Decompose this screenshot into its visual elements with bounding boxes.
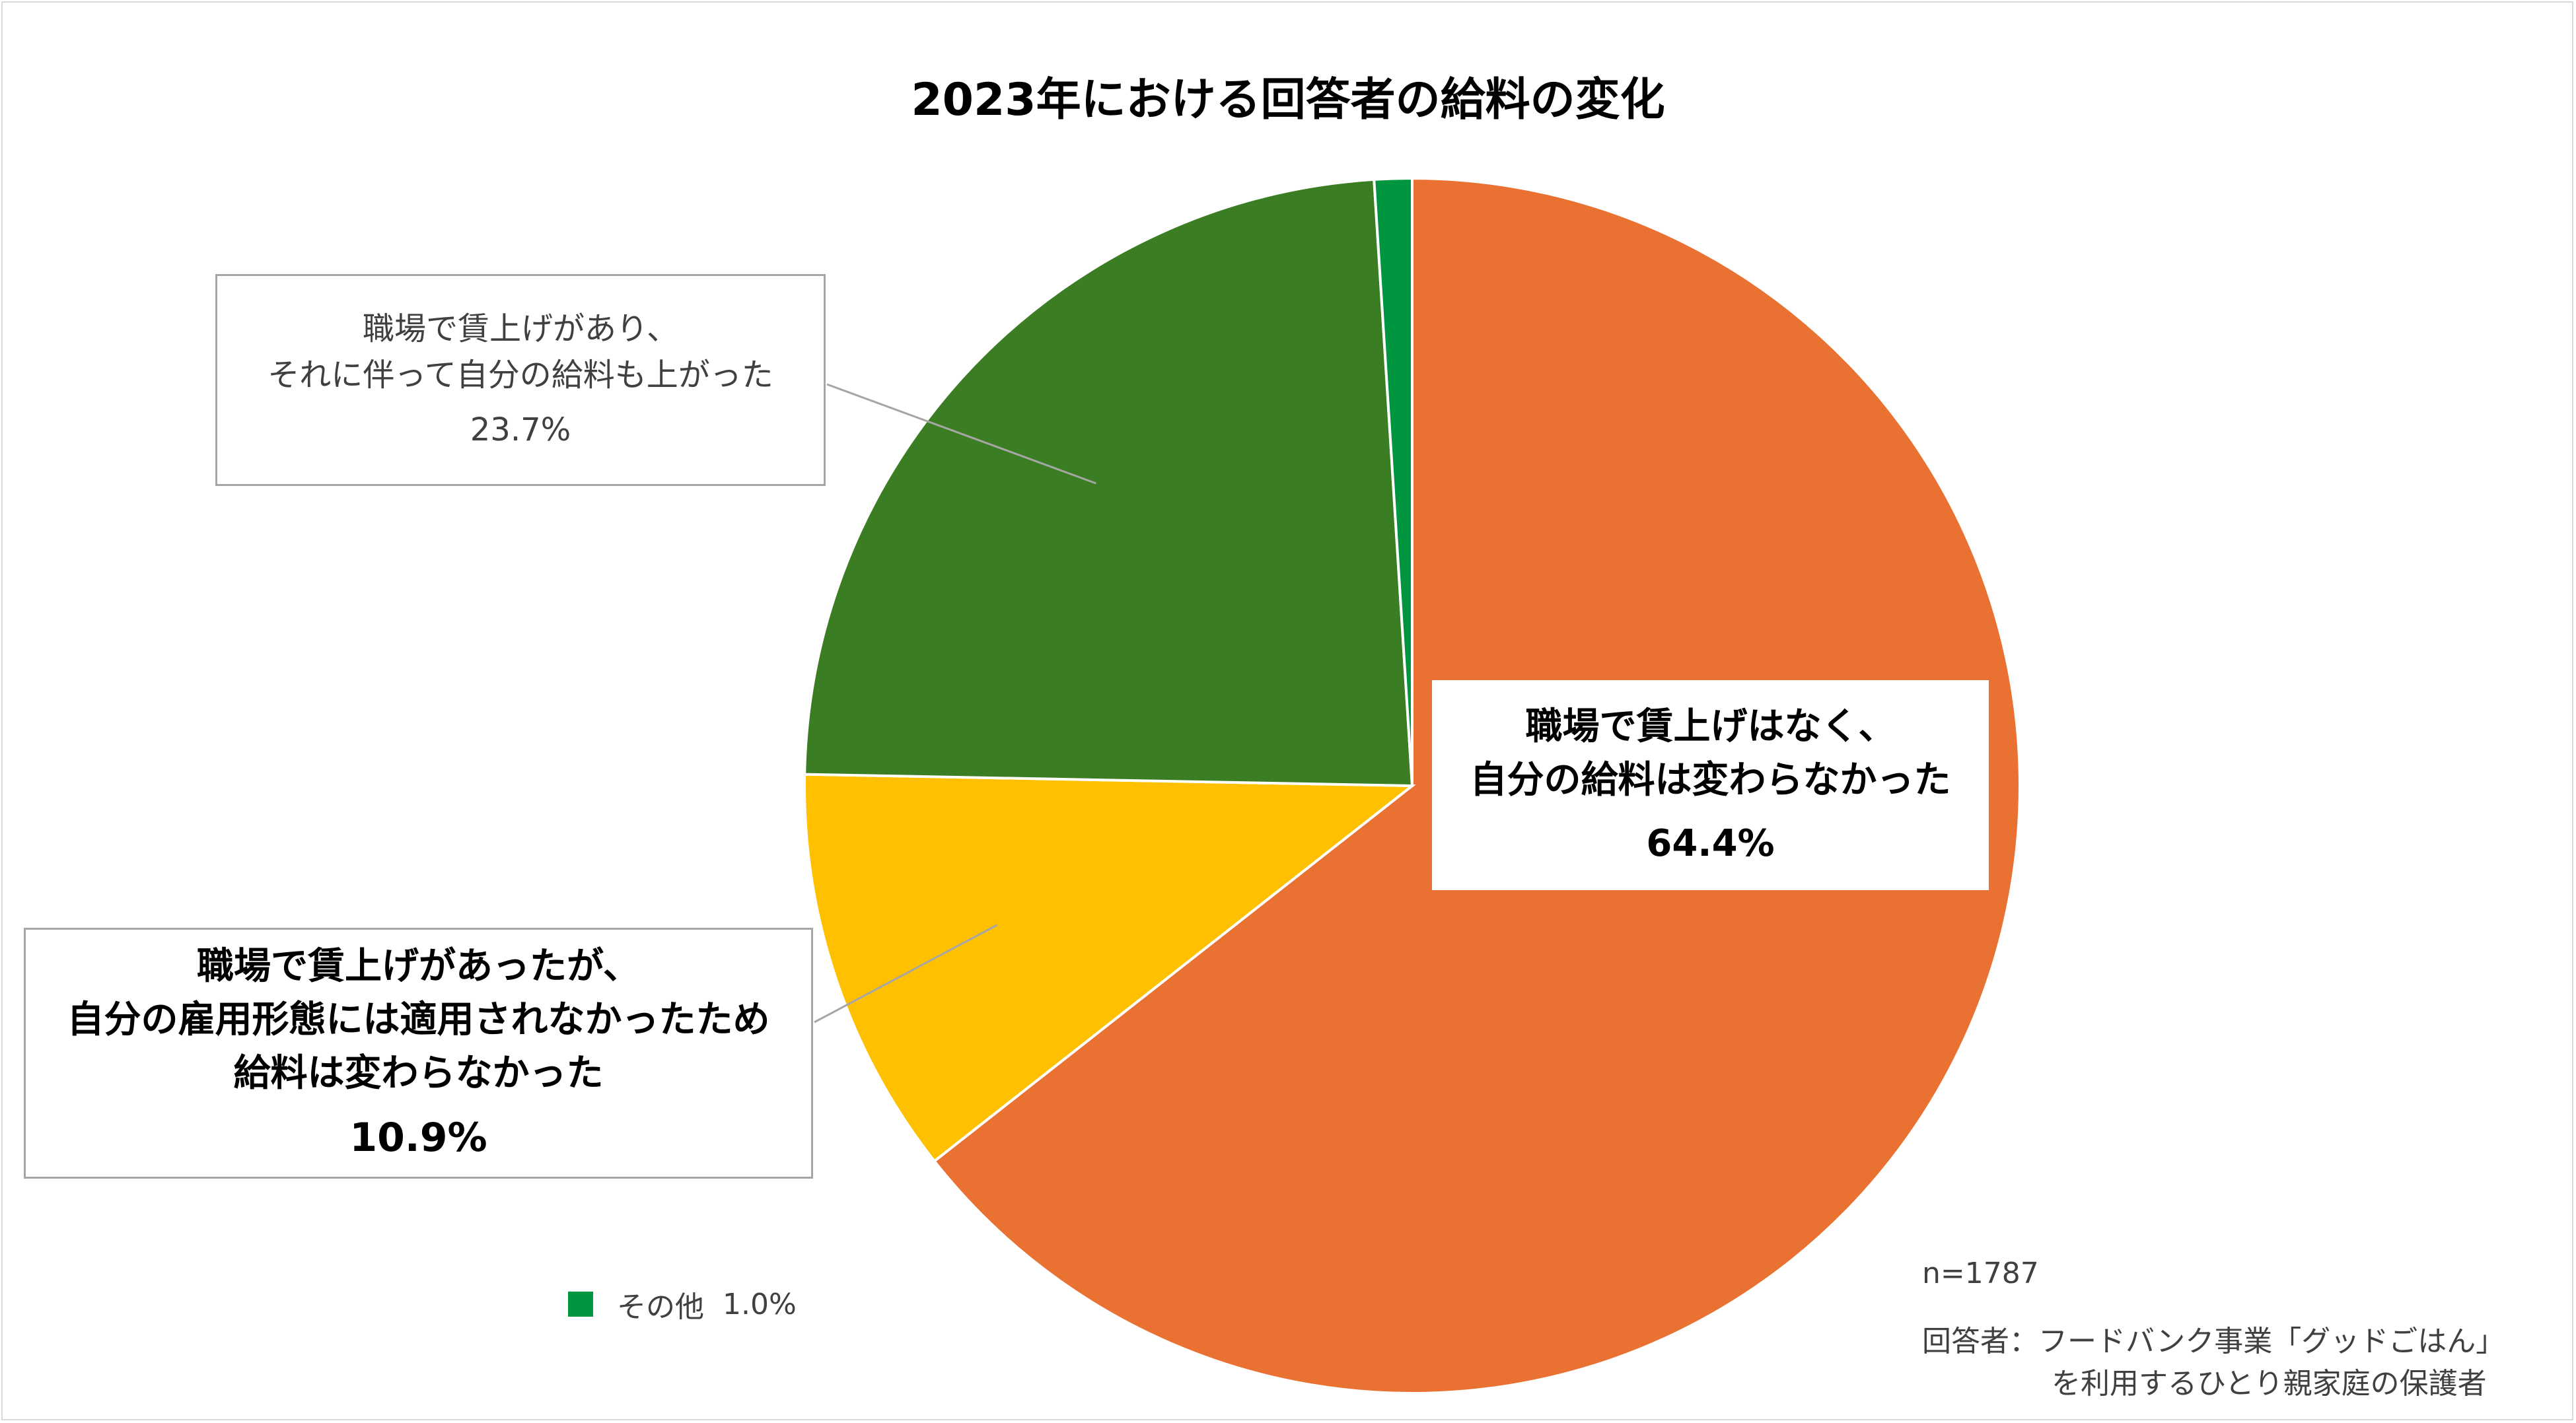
data-label-raise-value: 23.7%	[470, 411, 571, 449]
pie-slice-not-applied	[803, 773, 1416, 1163]
data-label-not-applied-value: 10.9%	[349, 1115, 487, 1162]
respondent-note-line-2: を利用するひとり親家庭の保護者	[2052, 1366, 2487, 1401]
data-label-raise-line-1: 職場で賃上げがあり、	[362, 310, 679, 348]
legend: その他 1.0%	[568, 1283, 797, 1325]
respondent-note: 回答者：フードバンク事業「グッドごはん」 を利用するひとり親家庭の保護者	[1922, 1321, 2505, 1405]
legend-swatch-other	[568, 1292, 593, 1317]
data-label-not-applied-line-2: 自分の雇用形態には適用されなかったため	[67, 998, 770, 1041]
data-label-no-raise-line-2: 自分の給料は変わらなかった	[1470, 759, 1951, 802]
data-label-not-applied-line-1: 職場で賃上げがあったが、	[197, 944, 640, 988]
pie-slice-raise	[803, 178, 1414, 788]
respondent-note-line-1: 回答者：フードバンク事業「グッドごはん」	[1922, 1325, 2505, 1358]
data-label-no-raise-line-1: 職場で賃上げはなく、	[1525, 705, 1896, 749]
data-label-not-applied-line-3: 給料は変わらなかった	[233, 1052, 604, 1095]
legend-label-other: その他	[617, 1290, 704, 1324]
data-label-no-raise: 職場で賃上げはなく、 自分の給料は変わらなかった 64.4%	[1432, 680, 1989, 890]
data-label-raise: 職場で賃上げがあり、 それに伴って自分の給料も上がった 23.7%	[215, 274, 826, 486]
chart-title: 2023年における回答者の給料の変化	[911, 74, 1665, 126]
leader-line-not-applied	[814, 924, 998, 1024]
legend-value-other: 1.0%	[723, 1287, 797, 1321]
leader-line-raise	[826, 383, 1096, 485]
data-label-not-applied: 職場で賃上げがあったが、 自分の雇用形態には適用されなかったため 給料は変わらな…	[24, 928, 813, 1179]
data-label-raise-line-2: それに伴って自分の給料も上がった	[268, 356, 773, 394]
pie-slice-other	[1373, 176, 1413, 786]
data-label-no-raise-value: 64.4%	[1646, 821, 1775, 865]
sample-size: n=1787	[1922, 1257, 2039, 1290]
